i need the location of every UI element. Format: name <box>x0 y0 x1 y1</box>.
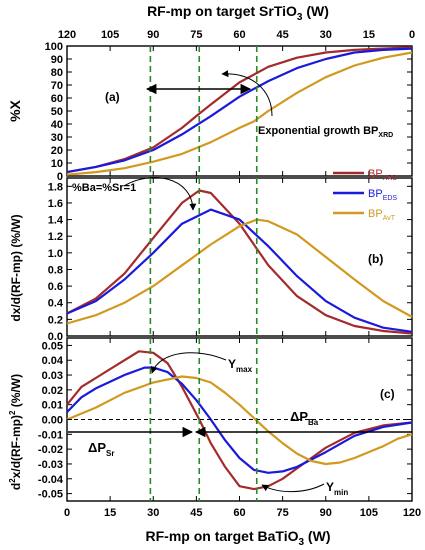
x-tick-label-bottom: 15 <box>104 507 116 519</box>
annotation-exponential: Exponential growth BPXRD <box>258 125 393 139</box>
annotation-delta-p-ba: ΔPBa <box>290 409 319 427</box>
x-tick-label-top: 15 <box>363 29 375 41</box>
y-tick-label-b: 1.4 <box>48 215 64 227</box>
y-tick-label-c: 0.04 <box>42 355 64 367</box>
series-line-bpavt-a <box>66 51 413 176</box>
y-tick-label-a: 90 <box>51 54 63 66</box>
top-axis-title: RF-mp on target SrTiO3 (W) <box>147 3 329 23</box>
x-tick-label-top: 0 <box>409 29 415 41</box>
series-line-bpeds-b <box>66 208 413 333</box>
y-tick-label-c: 0.05 <box>42 340 63 352</box>
x-tick-label-bottom: 120 <box>403 507 421 519</box>
panel-label-a: (a) <box>105 90 120 104</box>
legend-label-xrd: BPXRD <box>368 168 397 182</box>
panel-label-b: (b) <box>368 252 383 266</box>
legend-label-eds: BPEDS <box>368 188 397 202</box>
series-line-bpeds-a <box>66 47 413 174</box>
series-line-bpxrd-c <box>66 350 413 491</box>
y-tick-label-a: 20 <box>51 145 63 157</box>
y-tick-label-c: -0.01 <box>38 429 63 441</box>
annotation-ymax: Ymax <box>228 357 253 374</box>
x-tick-label-top: 75 <box>190 29 202 41</box>
bottom-axis-title: RF-mp on target BaTiO3 (W) <box>146 528 331 548</box>
x-tick-label-top: 105 <box>101 29 119 41</box>
y-tick-label-a: 30 <box>51 132 63 144</box>
series-line-bpxrd-a <box>66 46 413 174</box>
y-tick-label-b: 1.6 <box>48 198 63 210</box>
x-tick-label-bottom: 0 <box>64 507 70 519</box>
series-line-bpavt-b <box>66 218 413 325</box>
x-tick-label-top: 45 <box>277 29 289 41</box>
plot-frame-a <box>66 45 413 177</box>
curved-arrow-a <box>221 70 273 117</box>
x-tick-label-top: 60 <box>233 29 245 41</box>
y-axis-label-c: d2x/d(RF-mp)2 (%/W) <box>8 374 23 490</box>
legend-label-avt: BPAvT <box>368 208 396 222</box>
y-tick-label-c: -0.05 <box>38 489 63 501</box>
x-tick-label-top: 120 <box>58 29 76 41</box>
y-tick-label-a: 70 <box>51 80 63 92</box>
annotation-equal-ratio: %Ba=%Sr=1 <box>72 182 136 194</box>
x-tick-label-top: 30 <box>320 29 332 41</box>
y-tick-label-b: 1.0 <box>48 248 63 260</box>
y-tick-label-a: 40 <box>51 119 63 131</box>
y-tick-label-a: 10 <box>51 158 63 170</box>
y-tick-label-c: 0.00 <box>42 415 63 427</box>
curved-arrow-b <box>123 177 197 211</box>
curved-arrow-ymin <box>261 483 325 493</box>
series-line-bpxrd-b <box>66 189 413 335</box>
annotation-ymin: Ymin <box>326 480 348 497</box>
y-tick-label-b: 0.6 <box>48 281 63 293</box>
y-tick-label-a: 0 <box>57 171 63 183</box>
y-tick-label-c: 0.01 <box>42 400 63 412</box>
annotation-delta-p-sr: ΔPSr <box>88 440 114 458</box>
y-tick-label-b: 0.4 <box>48 298 64 310</box>
y-tick-label-c: 0.02 <box>42 385 63 397</box>
x-tick-label-bottom: 75 <box>277 507 289 519</box>
y-tick-label-c: -0.04 <box>38 474 64 486</box>
y-axis-label-a: %X <box>7 99 23 121</box>
y-tick-label-a: 50 <box>51 106 63 118</box>
y-tick-label-c: -0.03 <box>38 459 63 471</box>
plot-frame-b <box>66 177 413 337</box>
x-tick-label-top: 90 <box>147 29 159 41</box>
y-tick-label-c: 0.03 <box>42 370 63 382</box>
y-tick-label-a: 80 <box>51 67 63 79</box>
y-tick-label-b: 0.2 <box>48 314 63 326</box>
y-tick-label-a: 100 <box>45 41 63 53</box>
y-tick-label-b: 0.8 <box>48 264 63 276</box>
y-tick-label-a: 60 <box>51 93 63 105</box>
series-line-bpavt-c <box>66 375 413 466</box>
series-line-bpeds-c <box>66 366 413 474</box>
panel-label-c: (c) <box>380 387 395 401</box>
y-tick-label-b: 1.8 <box>48 181 63 193</box>
y-tick-label-c: -0.02 <box>38 444 63 456</box>
x-tick-label-bottom: 30 <box>147 507 159 519</box>
y-tick-label-b: 0.0 <box>48 331 63 343</box>
x-tick-label-bottom: 90 <box>320 507 332 519</box>
x-tick-label-bottom: 45 <box>190 507 202 519</box>
x-tick-label-bottom: 60 <box>233 507 245 519</box>
legend: BPXRD BPEDS BPAvT <box>333 168 397 222</box>
curved-arrow-ymax <box>150 352 227 374</box>
y-tick-label-b: 1.2 <box>48 231 63 243</box>
y-axis-label-b: dx/d(RF-mp) (%/W) <box>9 214 23 321</box>
x-tick-label-bottom: 105 <box>360 507 378 519</box>
